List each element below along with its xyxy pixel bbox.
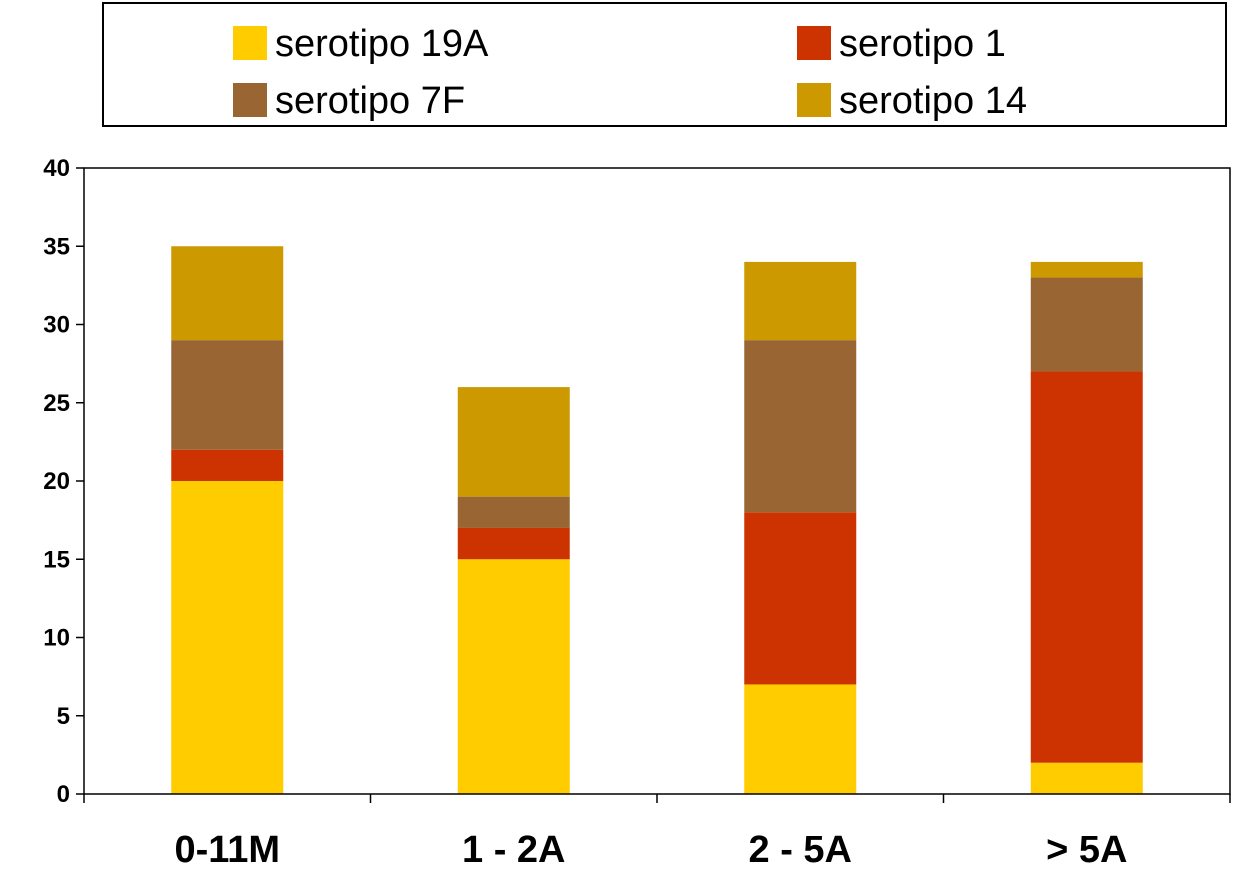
bar-segment-1-1: [171, 481, 284, 794]
legend-label-2: serotipo 1: [839, 23, 1006, 65]
y-tick-label-3: 10: [43, 625, 70, 652]
bar-segment-1-2: [171, 449, 284, 481]
bars: [171, 246, 1143, 794]
bar-segment-1-3: [171, 340, 284, 450]
bar-segment-4-2: [1030, 371, 1143, 763]
y-tick-label-6: 25: [43, 390, 70, 417]
legend-label-3: serotipo 7F: [275, 80, 465, 122]
y-tick-label-4: 15: [43, 546, 70, 573]
x-tick-label-1: 0-11M: [174, 829, 280, 871]
legend-swatch-2: [797, 26, 831, 60]
bar-segment-3-1: [744, 684, 857, 794]
bar-segment-4-3: [1030, 277, 1143, 372]
legend-box: [102, 2, 1227, 127]
bar-segment-3-3: [744, 340, 857, 513]
bar-segment-4-4: [1030, 261, 1143, 278]
y-tick-label-1: 0: [57, 781, 70, 808]
y-tick-label-8: 35: [43, 233, 70, 260]
x-tick-label-2: 1 - 2A: [462, 829, 565, 871]
x-tick-label-4: > 5A: [1046, 829, 1127, 871]
bar-segment-2-2: [457, 527, 570, 560]
legend-label-4: serotipo 14: [839, 80, 1027, 122]
bar-segment-4-1: [1030, 762, 1143, 794]
axes: [76, 167, 1231, 803]
y-tick-label-7: 30: [43, 312, 70, 339]
legend-swatch-4: [797, 83, 831, 117]
bar-segment-3-2: [744, 512, 857, 685]
tick-labels: 0 5 10 15 20 25 30 35 40 0-11M 1 - 2A 2 - 5A > 5A: [43, 155, 1127, 871]
y-tick-label-2: 5: [57, 703, 70, 730]
bar-segment-2-3: [457, 496, 570, 528]
legend-label-1: serotipo 19A: [275, 23, 489, 65]
bar-segment-2-1: [457, 559, 570, 794]
bar-segment-3-4: [744, 261, 857, 341]
legend-swatch-3: [233, 83, 267, 117]
bar-segment-1-4: [171, 246, 284, 341]
y-tick-label-9: 40: [43, 155, 70, 182]
bar-segment-2-4: [457, 387, 570, 497]
legend: serotipo 19A serotipo 1 serotipo 7F serotip…: [102, 2, 1227, 127]
y-tick-label-5: 20: [43, 468, 70, 495]
legend-swatch-1: [233, 26, 267, 60]
x-tick-label-3: 2 - 5A: [749, 829, 852, 871]
